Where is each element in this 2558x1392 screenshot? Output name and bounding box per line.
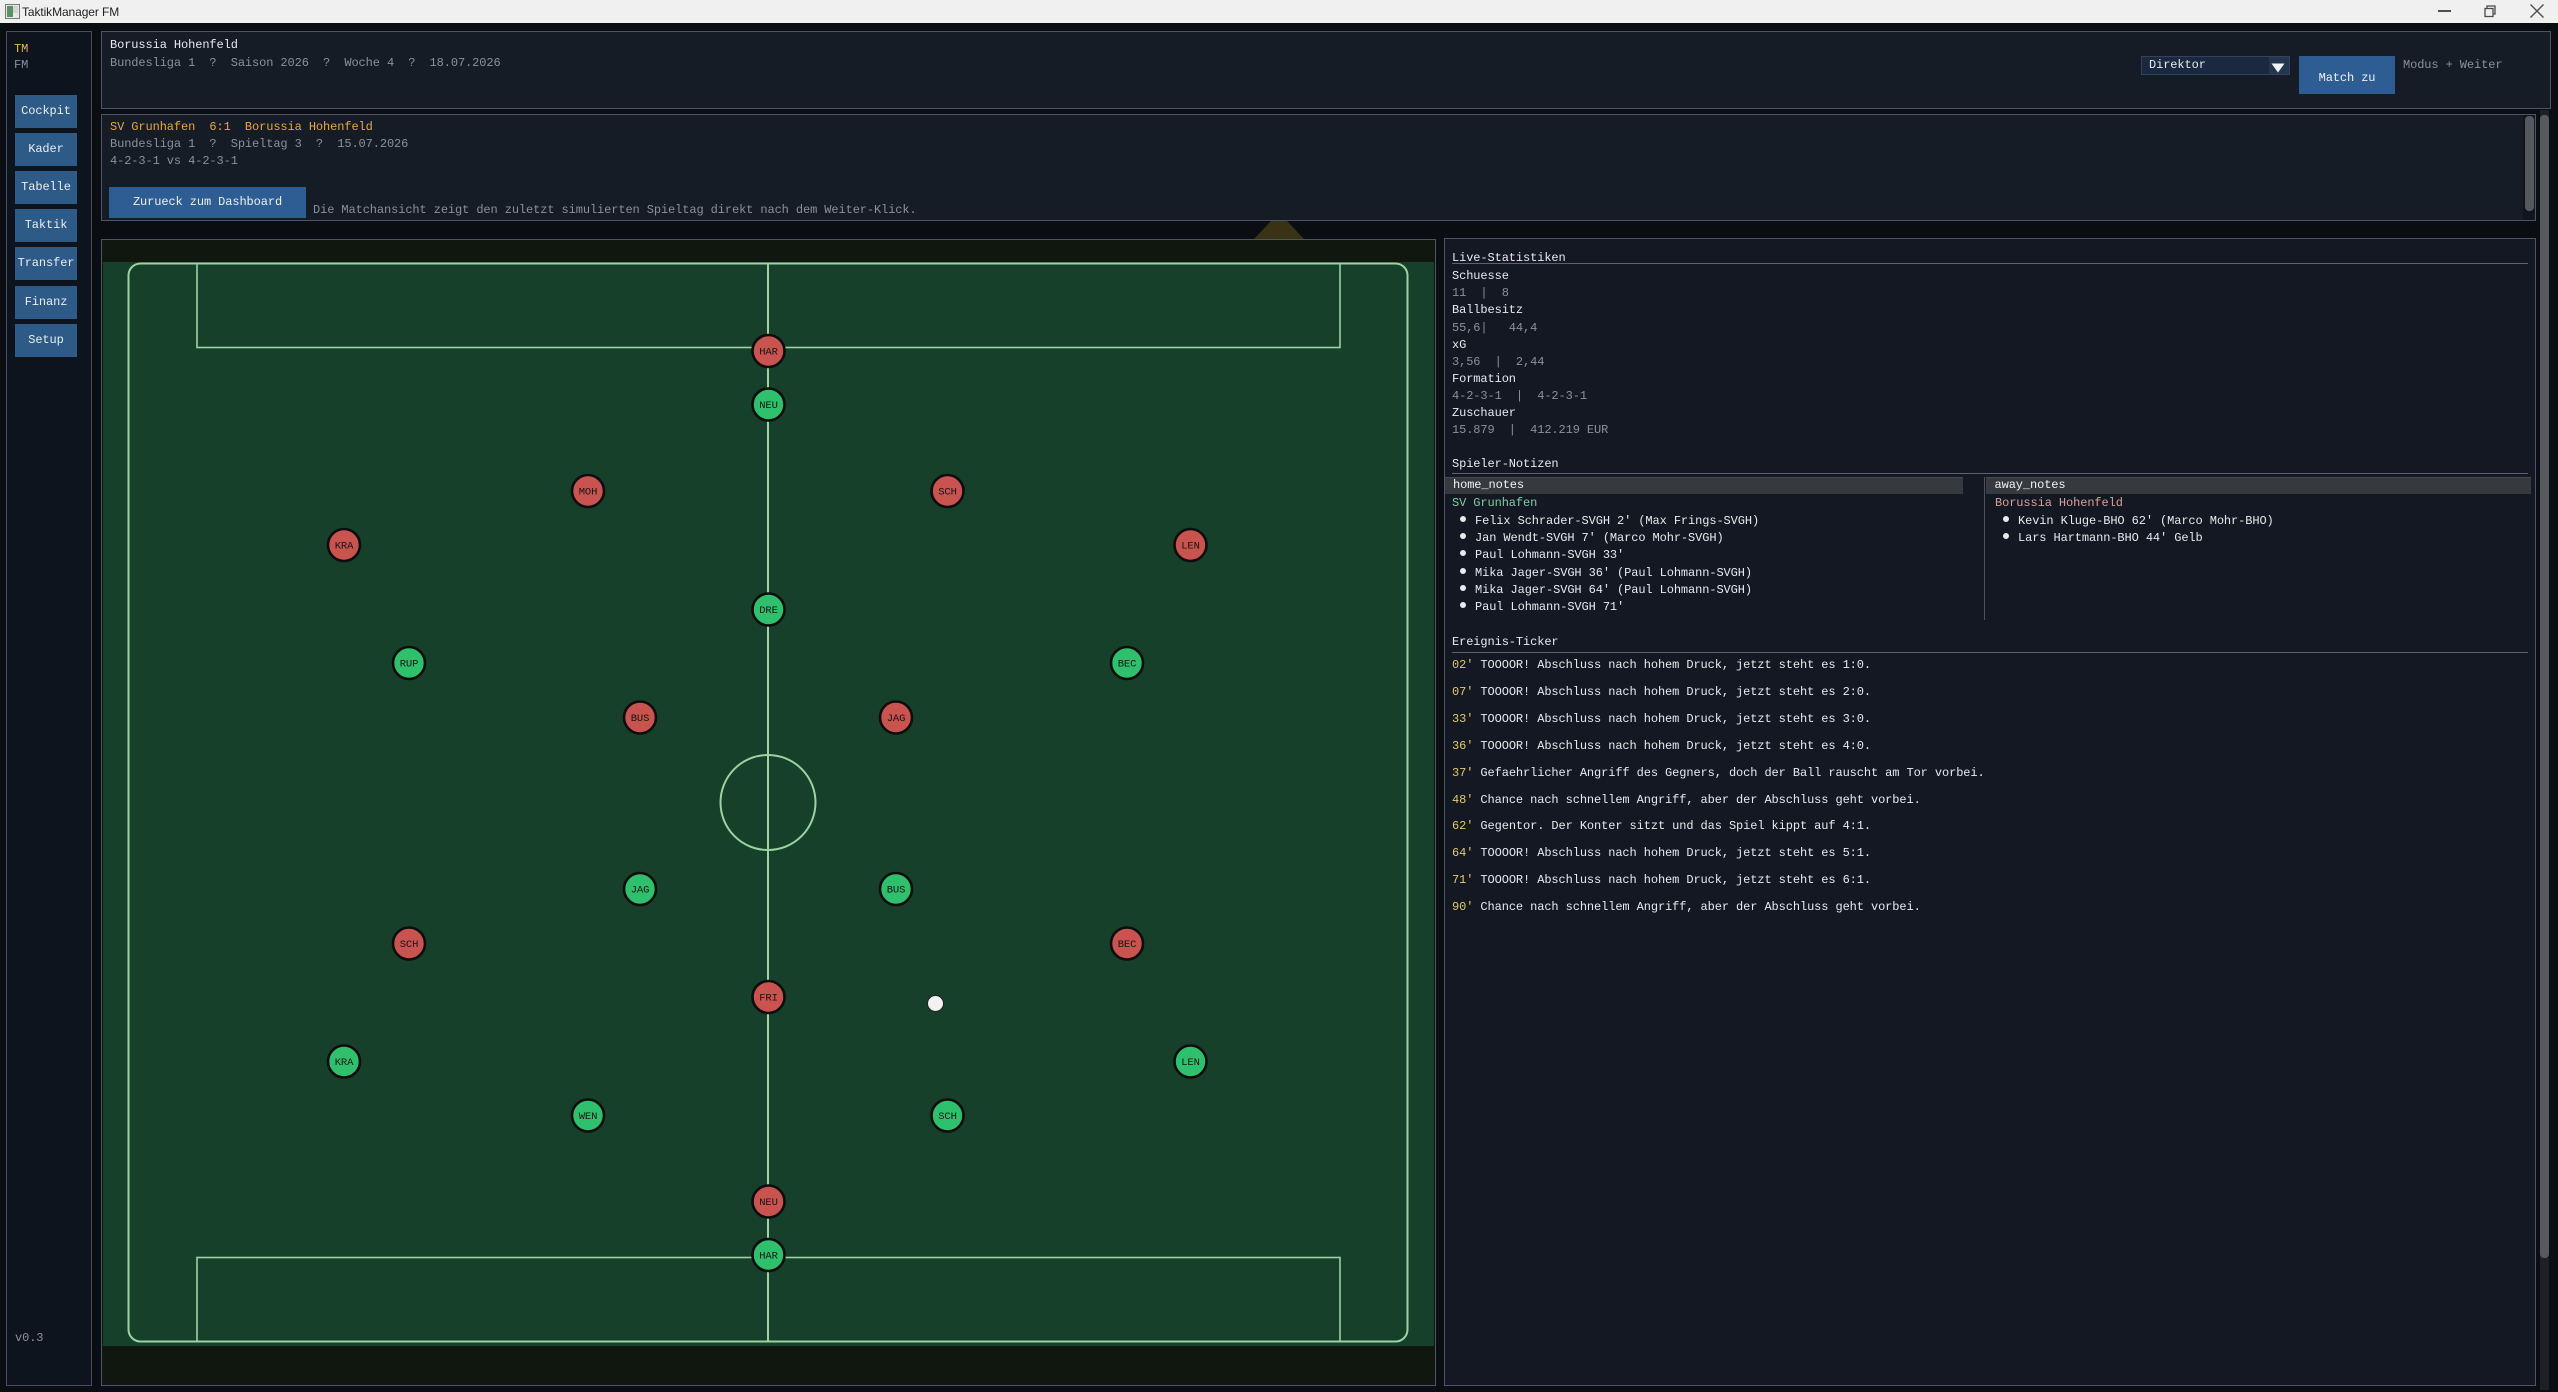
svg-text:DRE: DRE <box>759 605 778 617</box>
svg-text:LEN: LEN <box>1181 541 1200 553</box>
svg-text:KRA: KRA <box>335 1057 354 1069</box>
svg-text:BEC: BEC <box>1118 939 1137 951</box>
svg-text:BUS: BUS <box>631 713 650 725</box>
svg-text:KRA: KRA <box>335 541 354 553</box>
svg-text:BEC: BEC <box>1118 659 1137 671</box>
svg-text:HAR: HAR <box>759 1251 778 1263</box>
svg-text:MOH: MOH <box>579 487 598 499</box>
svg-text:BUS: BUS <box>887 885 906 897</box>
svg-text:WEN: WEN <box>579 1111 598 1123</box>
svg-text:NEU: NEU <box>759 1197 778 1209</box>
svg-text:NEU: NEU <box>759 400 778 412</box>
svg-text:SCH: SCH <box>938 1111 957 1123</box>
svg-text:JAG: JAG <box>631 885 650 897</box>
svg-text:SCH: SCH <box>400 939 419 951</box>
svg-text:HAR: HAR <box>759 347 778 359</box>
svg-text:FRI: FRI <box>759 993 778 1005</box>
svg-text:RUP: RUP <box>400 659 419 671</box>
svg-text:SCH: SCH <box>938 487 957 499</box>
svg-text:JAG: JAG <box>887 713 906 725</box>
svg-text:LEN: LEN <box>1181 1057 1200 1069</box>
